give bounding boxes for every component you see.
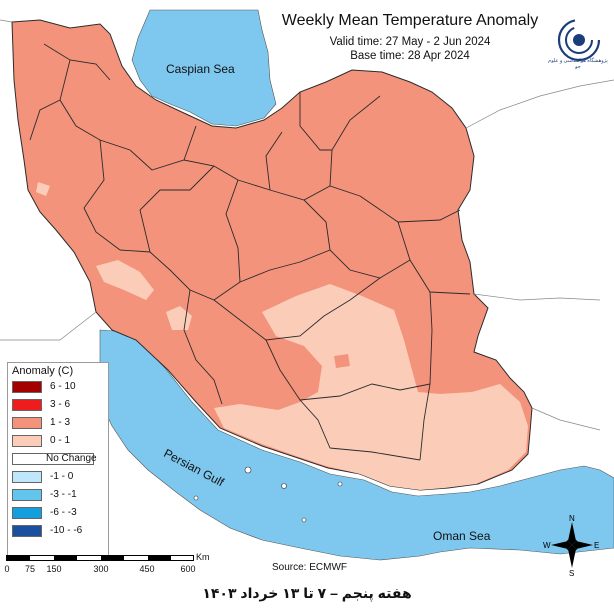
legend-item: 0 - 1 <box>12 435 108 448</box>
legend-swatch <box>12 489 42 501</box>
legend-swatch <box>12 453 94 465</box>
legend-swatch <box>12 525 42 537</box>
scale-unit: Km <box>196 552 210 562</box>
legend-label: No Change <box>46 453 97 464</box>
scale-tick: 0 <box>4 564 10 574</box>
legend-label: 6 - 10 <box>50 381 76 392</box>
legend-item: -1 - 0 <box>12 471 108 484</box>
caspian-sea <box>131 9 277 127</box>
footer-caption: هفته پنجم – ۷ تا ۱۳ خرداد ۱۴۰۳ <box>202 585 412 601</box>
compass-w: W <box>543 541 551 550</box>
legend-swatch <box>12 435 42 447</box>
scale-bar-graphic <box>6 555 194 561</box>
map-title: Weekly Mean Temperature Anomaly <box>281 12 539 29</box>
legend-label: -6 - -3 <box>50 507 77 518</box>
scale-tick: 150 <box>46 564 62 574</box>
legend-item: -3 - -1 <box>12 489 108 502</box>
legend-label: 3 - 6 <box>50 399 71 410</box>
legend-item: 1 - 3 <box>12 417 108 430</box>
province-borders <box>29 43 471 461</box>
gulf-islands <box>193 466 343 523</box>
legend-item: -6 - -3 <box>12 507 108 520</box>
legend-swatch <box>12 399 42 411</box>
anomaly-1-3-patch <box>334 354 350 368</box>
legend-swatch <box>12 381 42 393</box>
scale-bar: 0 75 150 300 450 600 Km <box>4 552 209 577</box>
legend-title: Anomaly (C) <box>12 365 74 377</box>
legend-label: -1 - 0 <box>50 471 74 482</box>
legend-label: -10 - -6 <box>50 525 83 536</box>
base-time: Base time: 28 Apr 2024 <box>350 50 470 62</box>
legend-label: 0 - 1 <box>50 435 71 446</box>
legend: Anomaly (C) 6 - 10 3 - 6 1 - 3 0 - 1 No … <box>7 362 109 556</box>
scale-tick: 450 <box>139 564 155 574</box>
compass-s: S <box>569 569 574 576</box>
legend-item: No Change <box>12 453 108 466</box>
scale-tick: 600 <box>180 564 196 574</box>
legend-item: 3 - 6 <box>12 399 108 412</box>
legend-label: 1 - 3 <box>50 417 71 428</box>
anomaly-0-1-west <box>96 260 154 300</box>
scale-tick: 75 <box>24 564 36 574</box>
legend-label: -3 - -1 <box>50 489 77 500</box>
anomaly-0-1-central <box>166 306 192 330</box>
institute-logo-icon <box>557 18 601 62</box>
compass-rose-icon: N S E W <box>543 514 599 576</box>
logo-text: پژوهشگاه هواشناسی و علوم جو <box>548 58 608 70</box>
caspian-sea-label: Caspian Sea <box>166 62 235 76</box>
compass-e: E <box>594 541 599 550</box>
anomaly-0-1-northwest <box>36 182 50 196</box>
legend-item: 6 - 10 <box>12 381 108 394</box>
legend-swatch <box>12 507 42 519</box>
neighbor-borders <box>0 19 614 431</box>
legend-swatch <box>12 471 42 483</box>
scale-tick: 300 <box>93 564 109 574</box>
compass-n: N <box>569 514 575 523</box>
anomaly-0-1-south <box>214 284 528 490</box>
valid-time: Valid time: 27 May - 2 Jun 2024 <box>329 36 491 48</box>
legend-swatch <box>12 417 42 429</box>
legend-item: -10 - -6 <box>12 525 108 538</box>
persian-gulf-and-oman-sea <box>99 329 614 561</box>
oman-sea-label: Oman Sea <box>433 529 491 543</box>
source-credit: Source: ECMWF <box>272 562 348 573</box>
